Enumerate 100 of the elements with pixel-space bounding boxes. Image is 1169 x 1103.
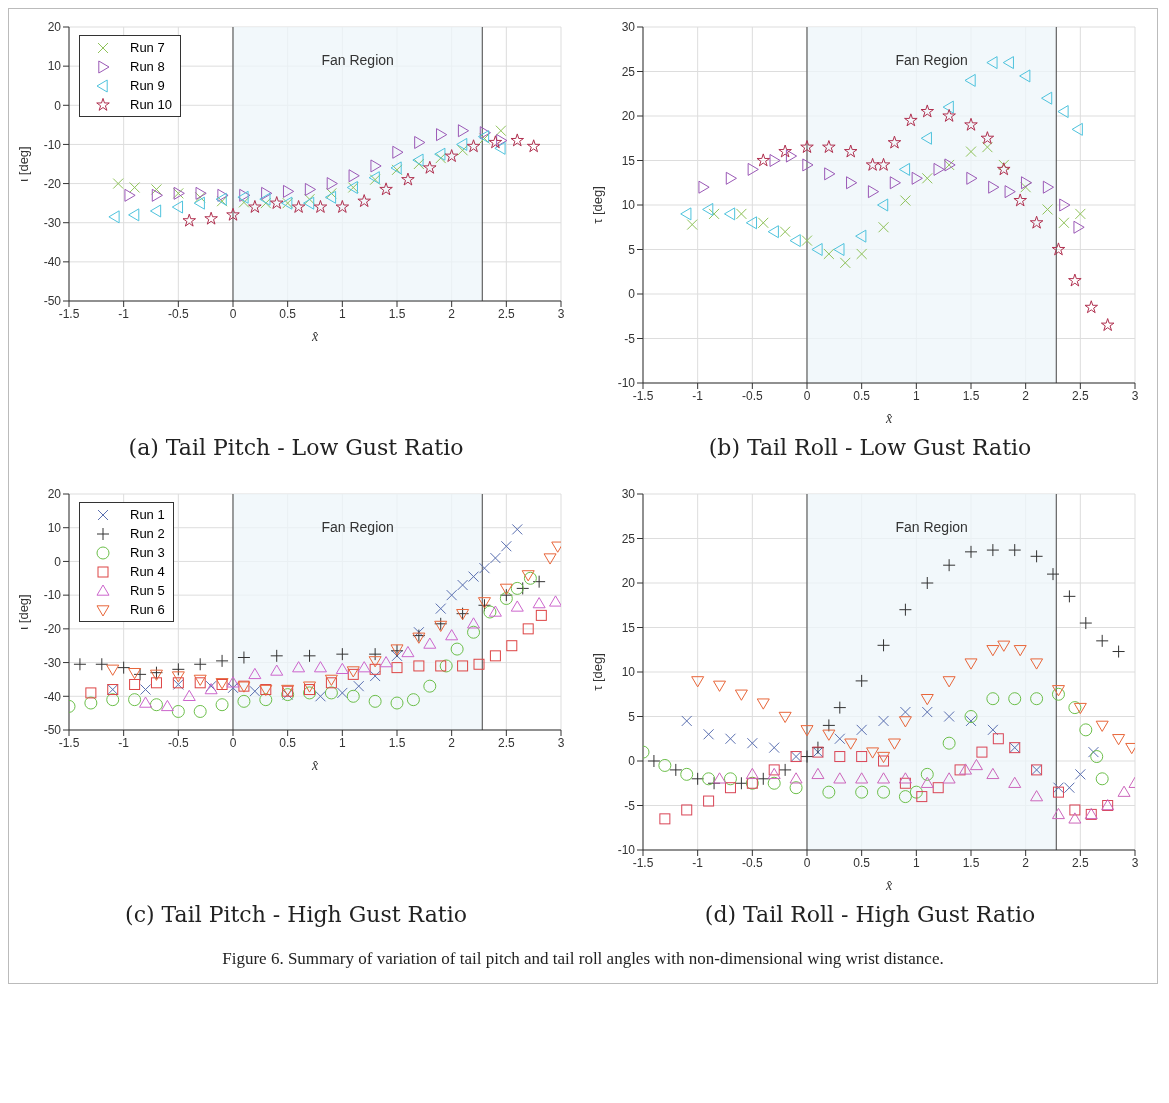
y-tick-label: 0: [54, 98, 62, 113]
point: [898, 162, 911, 176]
point: [846, 176, 858, 190]
point: [260, 197, 272, 209]
point: [942, 100, 954, 114]
point: [532, 597, 546, 609]
point: [1002, 56, 1014, 70]
point: [379, 656, 393, 668]
point: [1013, 645, 1027, 657]
x-tick-label: 0.5: [853, 388, 871, 403]
band-label: Fan Region: [895, 51, 968, 68]
x-tick-label: -1.5: [58, 735, 80, 750]
point: [986, 767, 1000, 780]
point: [139, 696, 153, 708]
point: [1042, 203, 1054, 215]
point: [898, 772, 912, 784]
point: [412, 153, 424, 167]
x-tick-label: -1.5: [632, 388, 654, 403]
point: [73, 657, 87, 671]
y-tick-label: 20: [47, 487, 62, 502]
point: [789, 781, 803, 795]
point: [964, 117, 978, 131]
point: [543, 553, 557, 565]
point: [204, 211, 218, 225]
point: [489, 650, 501, 662]
point: [1008, 776, 1022, 788]
point: [516, 581, 530, 595]
point: [106, 693, 120, 707]
point: [1041, 91, 1053, 105]
point: [1042, 180, 1055, 194]
x-axis-title: x̂: [884, 411, 893, 426]
point: [801, 235, 813, 247]
point: [822, 729, 836, 741]
point: [887, 738, 901, 750]
point: [194, 191, 206, 203]
point: [920, 576, 934, 590]
point: [876, 157, 891, 171]
point: [129, 181, 141, 193]
point: [833, 243, 845, 256]
point: [1046, 567, 1060, 581]
point: [466, 139, 481, 153]
x-tick-label: 1: [912, 855, 920, 870]
point: [500, 540, 512, 552]
point: [128, 208, 140, 222]
point: [369, 670, 381, 682]
x-tick-label: 0: [803, 388, 811, 403]
point: [336, 687, 348, 699]
point: [401, 645, 415, 658]
x-tick-label: -0.5: [741, 388, 763, 403]
point: [856, 724, 868, 736]
point: [128, 667, 142, 680]
point: [249, 685, 261, 697]
point: [877, 785, 891, 799]
x-tick-label: 1: [912, 388, 920, 403]
x-tick-label: 1: [338, 735, 346, 750]
point: [140, 684, 152, 696]
point: [899, 706, 911, 718]
point: [248, 667, 262, 680]
point: [866, 747, 880, 759]
point: [988, 180, 1000, 194]
point: [304, 193, 316, 205]
point: [106, 664, 120, 676]
caption: Figure 6. Summary of variation of tail pitch and tail roll angles with non-dimensional wing wrist distance.: [221, 949, 945, 970]
point: [698, 180, 710, 194]
x-tick-label: 3: [557, 735, 565, 750]
x-tick-label: 2: [1022, 855, 1030, 870]
point: [734, 689, 748, 701]
point: [942, 558, 956, 572]
point: [227, 682, 239, 694]
y-tick-label: -30: [43, 655, 62, 670]
point: [526, 139, 541, 153]
x-tick-label: -0.5: [167, 306, 189, 321]
point: [691, 676, 705, 688]
point: [920, 104, 935, 118]
x-tick-label: 3: [1131, 855, 1139, 870]
point: [150, 183, 162, 195]
point: [413, 158, 425, 170]
point: [445, 629, 459, 641]
text: (b) Tail Roll - Low Gust Ratio: [707, 435, 1033, 460]
legend-label: Run 9: [130, 78, 165, 93]
legend-label: Run 10: [130, 97, 172, 112]
point: [785, 149, 798, 163]
x-tick-label: 2: [448, 735, 456, 750]
point: [856, 248, 868, 260]
point: [855, 674, 869, 688]
point: [171, 704, 185, 718]
point: [335, 647, 349, 661]
point: [1052, 786, 1064, 798]
point: [479, 126, 491, 140]
point: [981, 141, 993, 153]
legend-label: Run 7: [130, 40, 165, 55]
point: [1030, 790, 1044, 802]
point: [921, 706, 933, 718]
point: [942, 736, 956, 750]
point: [822, 140, 836, 153]
y-tick-label: 5: [628, 242, 636, 257]
point: [965, 715, 977, 727]
text: (a) Tail Pitch - Low Gust Ratio: [127, 435, 465, 460]
point: [171, 200, 184, 214]
point: [1087, 746, 1099, 758]
